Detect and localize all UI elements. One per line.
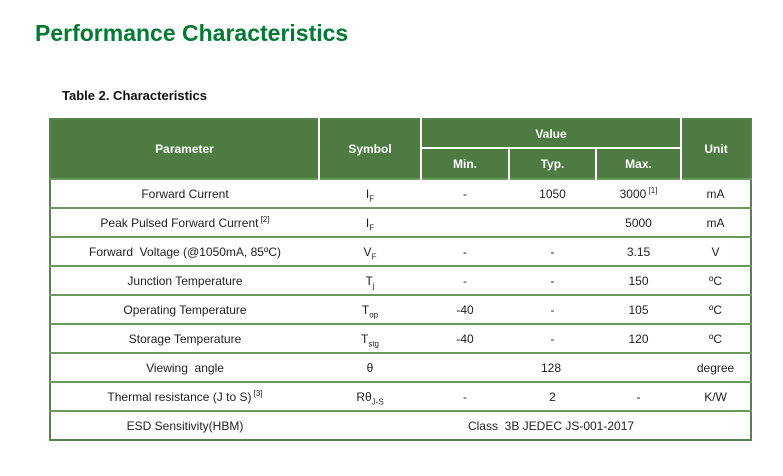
cell-typ: - (509, 294, 596, 324)
cell-parameter: Storage Temperature (50, 323, 319, 353)
cell-typ: 2 (509, 381, 596, 411)
cell-max: - (596, 381, 682, 411)
cell-unit: mA (681, 178, 752, 208)
cell-min: - (421, 381, 509, 411)
table-row-operating-temperature: Operating Temperature Top -40 - 105 ºC (50, 294, 752, 324)
header-row-sub: Min. Typ. Max. (50, 148, 751, 179)
cell-value-merged: 128 (421, 352, 682, 382)
cell-symbol: Top (319, 294, 421, 324)
cell-min: -40 (421, 323, 509, 353)
cell-symbol: Tstg (319, 323, 421, 353)
cell-unit: degree (681, 352, 752, 382)
cell-parameter: Peak Pulsed Forward Current [2] (50, 207, 319, 237)
cell-max: 150 (596, 265, 682, 295)
cell-unit: V (681, 236, 752, 266)
page-title: Performance Characteristics (35, 20, 349, 46)
header-value: Value (421, 119, 682, 149)
header-typ: Typ. (509, 148, 597, 179)
cell-symbol: RθJ-S (319, 381, 421, 411)
cell-typ: 1050 (509, 178, 596, 208)
table-caption: Table 2. Characteristics (62, 88, 207, 103)
cell-unit: K/W (681, 381, 752, 411)
cell-parameter: Viewing angle (50, 352, 319, 382)
cell-parameter: Operating Temperature (50, 294, 319, 324)
header-symbol: Symbol (319, 119, 422, 179)
cell-symbol: θ (319, 352, 421, 382)
cell-min: - (421, 265, 509, 295)
table-row-junction-temperature: Junction Temperature Tj - - 150 ºC (50, 265, 752, 295)
cell-max: 5000 (596, 207, 682, 237)
table-header: Parameter Symbol Value Unit Min. Typ. Ma… (50, 119, 752, 179)
table-body: Forward Current IF - 1050 3000 [1] mA Pe… (50, 178, 752, 440)
cell-min: -40 (421, 294, 509, 324)
header-unit: Unit (680, 119, 752, 179)
table-row-viewing-angle: Viewing angle θ 128 degree (50, 352, 752, 382)
table-row-esd-sensitivity: ESD Sensitivity(HBM) Class 3B JEDEC JS-0… (50, 410, 752, 440)
cell-symbol: IF (319, 178, 421, 208)
header-row-top: Parameter Symbol Value Unit (50, 119, 752, 179)
cell-unit: mA (681, 207, 752, 237)
table-row-peak-pulsed-forward-current: Peak Pulsed Forward Current [2] IF 5000 … (50, 207, 752, 237)
table-row-thermal-resistance: Thermal resistance (J to S) [3] RθJ-S - … (50, 381, 752, 411)
cell-min: - (421, 178, 509, 208)
cell-symbol: VF (319, 236, 421, 266)
cell-unit: ºC (681, 323, 752, 353)
table-row-storage-temperature: Storage Temperature Tstg -40 - 120 ºC (50, 323, 752, 353)
cell-typ: - (509, 323, 596, 353)
table-row-forward-current: Forward Current IF - 1050 3000 [1] mA (50, 178, 752, 208)
cell-parameter: Forward Voltage (@1050mA, 85ºC) (50, 236, 319, 266)
cell-parameter: Junction Temperature (50, 265, 319, 295)
cell-typ: - (509, 265, 596, 295)
cell-parameter: Thermal resistance (J to S) [3] (50, 381, 319, 411)
cell-unit: ºC (681, 265, 752, 295)
header-max: Max. (596, 148, 682, 179)
table-row-forward-voltage: Forward Voltage (@1050mA, 85ºC) VF - - 3… (50, 236, 752, 266)
cell-symbol: IF (319, 207, 421, 237)
characteristics-table: Parameter Symbol Value Unit Min. Typ. Ma… (49, 118, 753, 441)
cell-min (421, 207, 509, 237)
header-min: Min. (421, 148, 510, 179)
cell-max: 3.15 (596, 236, 682, 266)
cell-max: 3000 [1] (596, 178, 682, 208)
cell-parameter: Forward Current (50, 178, 319, 208)
cell-unit: ºC (681, 294, 752, 324)
cell-unit (681, 410, 752, 440)
cell-max: 105 (596, 294, 682, 324)
header-parameter: Parameter (50, 119, 320, 179)
cell-typ (509, 207, 596, 237)
cell-symbol: Tj (319, 265, 421, 295)
cell-parameter: ESD Sensitivity(HBM) (50, 410, 319, 440)
cell-min: - (421, 236, 509, 266)
cell-typ: - (509, 236, 596, 266)
cell-symbol (319, 410, 421, 440)
cell-value-merged: Class 3B JEDEC JS-001-2017 (421, 410, 682, 440)
cell-max: 120 (596, 323, 682, 353)
